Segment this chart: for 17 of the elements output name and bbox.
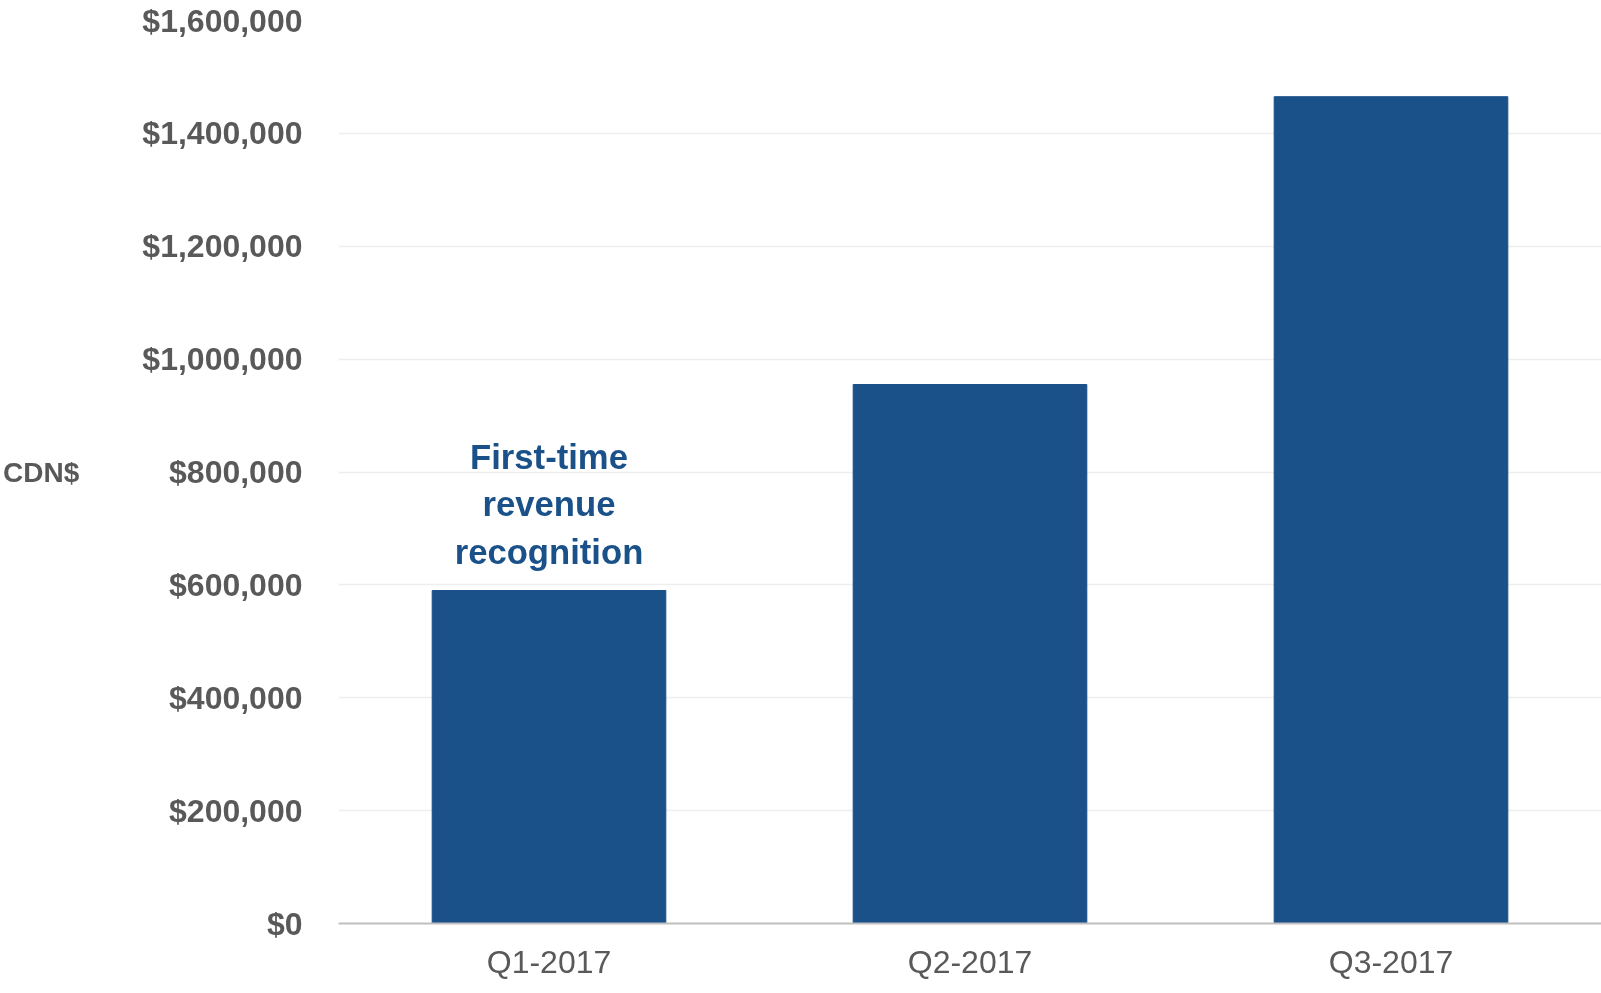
y-tick-label: $1,200,000 [142,228,303,265]
y-tick-label: $800,000 [169,454,303,490]
x-tick-label: Q2-2017 [907,943,1033,980]
y-tick-label: $400,000 [169,679,303,716]
y-tick-label: $1,400,000 [142,115,303,152]
y-axis-title: CDN$ [3,456,80,488]
bar [1273,96,1509,924]
annotation: First-time revenue recognition [454,437,644,571]
bar [431,590,667,924]
y-tick-label: $0 [266,905,303,942]
bar [852,384,1088,924]
y-tick-label: $200,000 [169,792,303,829]
y-tick-label: $1,000,000 [142,341,303,378]
x-tick-label: Q1-2017 [486,943,612,980]
x-tick-label: Q3-2017 [1328,943,1454,980]
y-tick-label: $1,600,000 [142,2,303,39]
y-tick-label: $600,000 [169,566,303,603]
